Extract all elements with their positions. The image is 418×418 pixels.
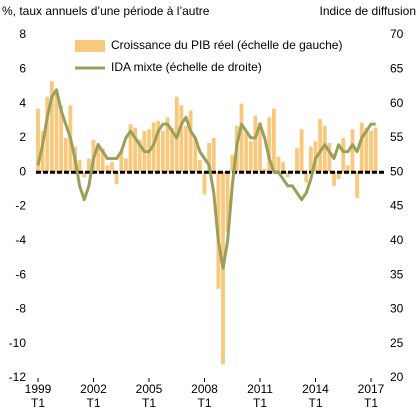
y2-tick-label: 50 [390,164,404,178]
bar [299,129,304,173]
bar [332,172,336,186]
y2-tick-label: 30 [390,302,404,316]
bar [369,131,373,173]
bar [119,151,124,173]
x-tick-label: 2014 T1 [302,382,329,410]
bar [59,105,64,173]
left-axis-label: %, taux annuels d’une période à l’autre [2,4,210,18]
bar [355,172,360,198]
bar [110,161,114,173]
bar [105,165,110,173]
bar [54,93,59,173]
bar [77,160,82,173]
bar [211,137,216,173]
x-tick-label: 2011 T1 [247,382,273,410]
x-tick-label: 1999 T1 [25,382,52,410]
bar [86,158,91,173]
bar [327,143,332,173]
bar [336,172,341,180]
bar [262,168,267,173]
bar [267,117,272,173]
bar [63,137,68,173]
right-axis-label: Indice de diffusion [319,4,416,18]
bar [350,129,355,173]
bar [244,132,249,173]
bar [276,156,281,173]
bar [341,137,346,173]
bar [271,108,276,173]
bar [345,165,350,173]
bar [308,146,313,173]
y-tick-label: 0 [19,164,26,178]
bar [165,117,170,173]
bar [40,131,45,173]
y-tick-label: -2 [15,199,26,213]
y-tick-label: 6 [19,61,26,75]
legend-swatch [75,40,105,52]
legend-label: Croissance du PIB réel (échelle de gauch… [111,38,342,52]
bar [100,148,105,173]
bar [359,122,364,173]
bar [96,143,101,173]
y-tick-label: 4 [19,96,26,110]
bar [179,105,184,173]
bar [123,158,128,173]
y-tick-label: -12 [9,370,27,384]
legend-label: IDA mixte (échelle de droite) [111,60,262,74]
bar [253,115,258,173]
y-tick-label: 8 [19,27,26,41]
y2-tick-label: 55 [390,130,404,144]
line [36,88,376,270]
bar [184,125,188,173]
bar [114,172,119,185]
bar [202,172,207,195]
bar [239,103,244,173]
bar [188,110,193,173]
bar [133,127,138,173]
bar [49,81,54,173]
bar [45,96,50,173]
y2-tick-label: 20 [390,370,404,384]
bar [156,120,161,173]
bar [193,137,198,173]
x-tick-label: 2005 T1 [136,382,163,410]
y2-tick-label: 70 [390,27,404,41]
bar [170,127,175,173]
x-tick-label: 2008 T1 [191,382,218,410]
y2-tick-label: 65 [390,61,404,75]
y-tick-label: -10 [9,336,27,350]
bar [295,148,299,173]
y2-tick-label: 35 [390,267,404,281]
y2-tick-label: 25 [390,336,404,350]
y-tick-label: -8 [15,302,26,316]
bar [36,108,40,173]
x-tick-label: 2002 T1 [80,382,107,410]
y-tick-label: -4 [15,233,26,247]
bar [281,161,286,173]
y2-tick-label: 40 [390,233,404,247]
bar [230,155,235,173]
bar [304,172,309,183]
bar [197,160,202,173]
x-tick-label: 2017 T1 [358,382,385,410]
bar [322,125,327,173]
bar [128,124,133,173]
y-tick-label: -6 [15,267,26,281]
bar [258,122,262,173]
bar [248,141,253,173]
bar [285,172,290,178]
bar [160,131,165,173]
y2-tick-label: 45 [390,199,404,213]
bar [225,172,230,233]
bar [82,172,87,178]
y-tick-label: 2 [19,130,26,144]
y2-tick-label: 60 [390,96,404,110]
bar [364,127,369,173]
bar [373,127,378,173]
bar [137,139,142,173]
bar [207,143,212,173]
bar [318,119,323,173]
